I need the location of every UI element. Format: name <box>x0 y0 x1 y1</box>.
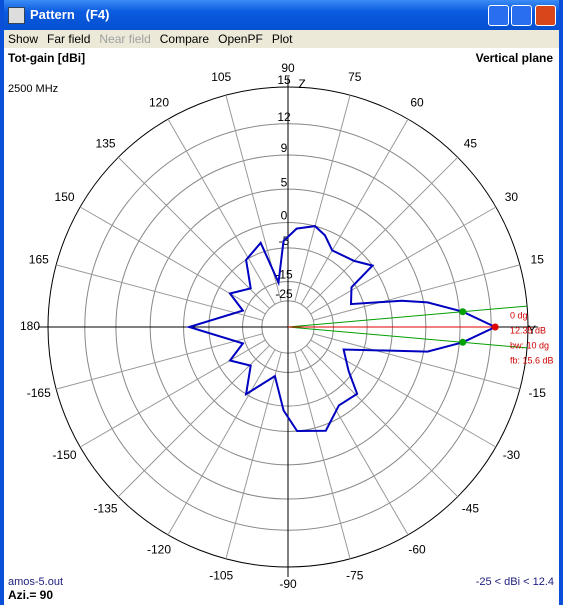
spoke <box>79 206 266 315</box>
menu-item[interactable]: Show <box>8 32 39 46</box>
angle-label: 180 <box>20 319 40 333</box>
r-tick-label: 15 <box>277 73 291 87</box>
peak-point <box>491 323 499 331</box>
close[interactable] <box>535 5 556 26</box>
angle-label: 135 <box>96 137 116 151</box>
spoke <box>294 352 351 559</box>
beamwidth-line <box>287 305 528 328</box>
menu-item[interactable]: Plot <box>271 32 293 46</box>
axis-label: Z <box>298 77 305 91</box>
file-name: amos-5.out <box>8 576 63 588</box>
spoke <box>306 345 459 498</box>
angle-label: -150 <box>53 448 77 462</box>
subtitle: 2500 MHz <box>8 83 58 95</box>
r-tick-label: 0 <box>281 209 288 223</box>
spoke <box>117 156 270 309</box>
spoke <box>56 333 263 390</box>
angle-label: 150 <box>55 190 75 204</box>
angle-label: 60 <box>410 96 424 110</box>
angle-label: 15 <box>531 252 545 266</box>
azimuth: Azi.= 90 <box>8 588 53 602</box>
spoke <box>117 345 270 498</box>
angle-label: -165 <box>27 386 51 400</box>
angle-label: -45 <box>462 502 480 516</box>
r-tick-label: -25 <box>275 287 293 301</box>
spoke <box>306 156 459 309</box>
angle-label: -135 <box>94 502 118 516</box>
spoke <box>56 264 263 321</box>
r-tick-label: 9 <box>281 141 288 155</box>
menu-item[interactable]: OpenPF <box>218 32 263 46</box>
angle-label: 105 <box>211 70 231 84</box>
angle-label: 30 <box>505 190 519 204</box>
spoke <box>167 118 276 305</box>
maximize[interactable] <box>511 5 532 26</box>
r-tick-label: 5 <box>281 175 288 189</box>
window-title: Pattern (F4) <box>30 7 110 22</box>
chart-title: Vertical plane <box>476 51 554 65</box>
spoke <box>167 349 276 536</box>
menu-item: Near field <box>99 32 151 46</box>
angle-label: 45 <box>464 137 478 151</box>
menu-item[interactable]: Compare <box>159 32 210 46</box>
angle-label: -90 <box>279 577 297 591</box>
angle-label: 120 <box>149 96 169 110</box>
annotation: fb: 15.6 dB <box>510 355 554 365</box>
angle-label: -120 <box>147 543 171 557</box>
spoke <box>225 352 282 559</box>
axis-label: Y <box>528 323 536 337</box>
angle-label: -75 <box>346 568 364 582</box>
pattern-line <box>185 225 498 433</box>
annotation: 12.35 dB <box>510 325 546 335</box>
spoke <box>79 339 266 448</box>
y-label: Tot-gain [dBi] <box>8 51 85 65</box>
chart: Tot-gain [dBi] Vertical plane 2500 MHz a… <box>4 48 559 605</box>
spoke <box>294 95 351 302</box>
angle-label: -60 <box>408 543 426 557</box>
angle-label: -15 <box>529 386 547 400</box>
spoke <box>300 118 409 305</box>
angle-label: 165 <box>29 252 49 266</box>
r-tick-label: 12 <box>277 110 291 124</box>
beamwidth-line <box>287 326 528 349</box>
annotation: 0 dg <box>510 310 528 320</box>
angle-label: 75 <box>348 70 362 84</box>
menu-bar: Show Far field Near field Compare OpenPF Plot <box>4 30 559 48</box>
angle-label: 90 <box>281 61 295 75</box>
spoke <box>313 333 520 390</box>
annotation: bw: 10 dg <box>510 340 549 350</box>
half-power-point <box>459 338 467 346</box>
angle-label: -30 <box>503 448 521 462</box>
spoke <box>300 349 409 536</box>
title-bar: Pattern (F4) <box>4 0 559 30</box>
angle-label: -105 <box>209 568 233 582</box>
menu-item[interactable]: Far field <box>47 32 91 46</box>
spoke <box>310 339 497 448</box>
minimize[interactable] <box>488 5 509 26</box>
spoke <box>310 206 497 315</box>
spoke <box>313 264 520 321</box>
half-power-point <box>459 308 467 316</box>
range: -25 < dBi < 12.4 <box>476 576 554 588</box>
